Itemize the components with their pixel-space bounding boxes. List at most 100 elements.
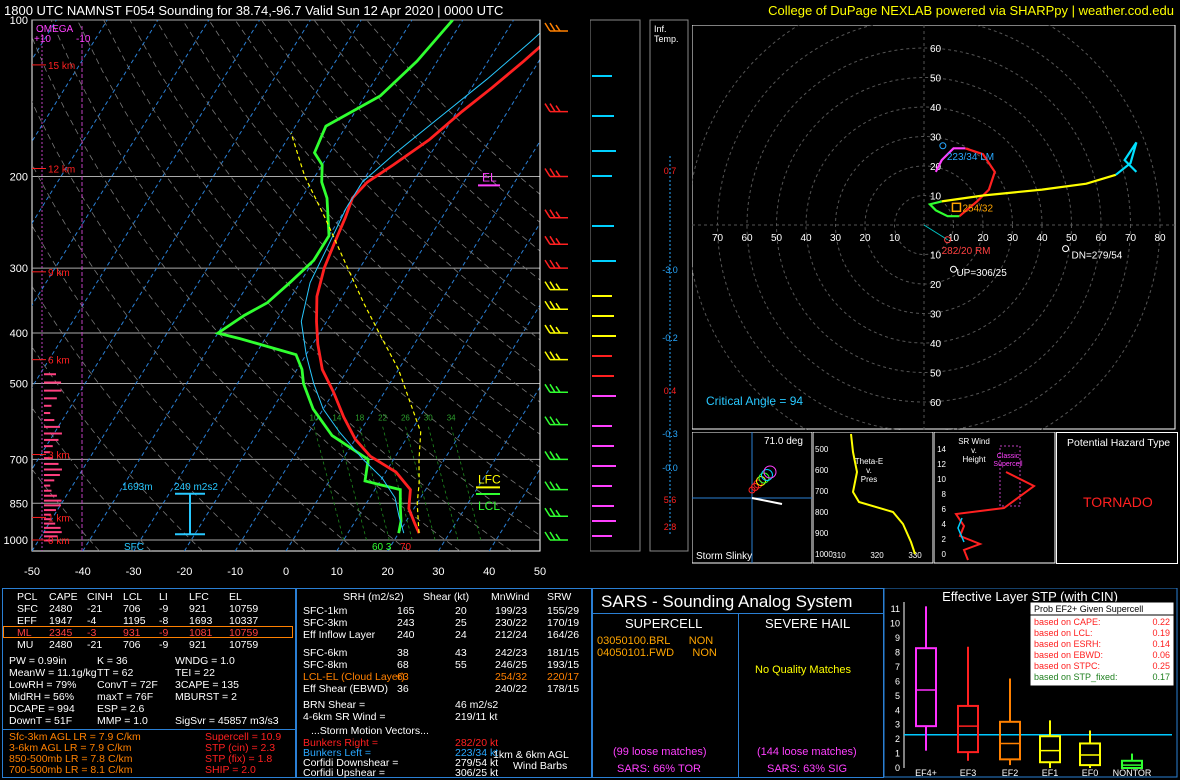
kine-meanwind: 240/22 <box>495 683 528 695</box>
index-value: MidRH = 56% <box>9 691 75 703</box>
height-label: 1 km <box>48 513 70 524</box>
barb-caption: Wind Barbs <box>513 760 568 772</box>
lapse-rate: 700-500mb LR = 8.1 C/km <box>9 764 133 776</box>
storm-motion-label: Bunkers Right = <box>303 737 378 749</box>
parcel-row: SFC <box>17 603 38 615</box>
stp-box <box>1039 735 1061 764</box>
index-value: K = 36 <box>97 655 128 667</box>
theta-x-tick: 310 <box>832 551 846 560</box>
wind-barb <box>555 211 561 219</box>
parcel-row: 10759 <box>229 603 259 615</box>
prob-title: Prob EF2+ Given Supercell <box>1034 604 1143 614</box>
mixing-ratio-label: 26 <box>401 414 410 423</box>
wind-barb <box>549 281 556 291</box>
prob-value: 0.25 <box>1152 661 1170 671</box>
isotherm-line <box>0 20 6 551</box>
parcel-header: EL <box>229 591 242 603</box>
omega-tick: -10 <box>76 34 91 45</box>
kine-meanwind: 199/23 <box>495 605 528 617</box>
kine-header: MnWind <box>491 591 530 603</box>
isotherm-line <box>32 20 210 307</box>
kine-srw: 220/17 <box>547 671 580 683</box>
wind-barb <box>555 533 561 541</box>
kine-srw: 181/15 <box>547 647 580 659</box>
theta-y-tick: 1000 <box>815 550 833 559</box>
wind-barb <box>549 22 556 32</box>
stp-y-tick: 7 <box>895 662 900 672</box>
index-value: MBURST = 2 <box>175 691 237 703</box>
parcel-header: LCL <box>123 591 143 603</box>
hodo-frame <box>692 25 1176 430</box>
supercell-loose: (99 loose matches) <box>613 746 707 758</box>
wind-barb <box>549 209 556 219</box>
parcel-row: 2480 <box>49 603 73 615</box>
kine-meanwind: 230/22 <box>495 617 528 629</box>
storm-motion-label: Bunkers Left = <box>303 747 371 759</box>
mixing-ratio-line <box>358 424 390 541</box>
kine-row-label: Eff Inflow Layer <box>303 629 376 641</box>
hodo-trace <box>1115 141 1138 176</box>
wind-barb <box>555 483 561 491</box>
theta-line <box>850 433 916 555</box>
srwind-frame <box>934 432 1056 564</box>
stp-category: NONTOR <box>1113 768 1152 778</box>
hodo-ring-label: 50 <box>930 74 942 85</box>
wind-barb <box>549 259 556 269</box>
brn-label: BRN Shear = <box>303 699 366 711</box>
stp-category: EF4+ <box>915 768 937 778</box>
parcel-row: 2480 <box>49 639 73 651</box>
wind-barb <box>549 451 556 460</box>
supercell-heading: SUPERCELL <box>625 616 703 631</box>
wind-barb <box>555 261 561 269</box>
hodo-ring-label: 30 <box>930 310 942 321</box>
wind-barb <box>549 531 556 541</box>
slinky-circle <box>751 483 759 491</box>
slinky-angle: 71.0 deg <box>764 436 803 447</box>
dry-adiabat <box>50 20 512 551</box>
index-value: LowRH = 79% <box>9 679 77 691</box>
sr-wind-panel: SR Wind v. Height 14 12 10 8 6 4 2 0 Classic Superce… <box>934 432 1056 564</box>
supercell-pct: SARS: 66% TOR <box>617 763 701 775</box>
barb-caption: 1km & 6km AGL <box>493 749 569 761</box>
wind-barb <box>555 302 561 310</box>
hodo-ring-label: 10 <box>930 192 942 203</box>
hodo-axis-label: 60 <box>741 233 753 244</box>
hodo-ring-label: 20 <box>930 162 942 173</box>
index-value: 3CAPE = 135 <box>175 679 239 691</box>
theta-frame <box>813 432 934 564</box>
parcel-row: ML <box>17 627 32 639</box>
height-label: 15 km <box>48 61 75 72</box>
parcel-row: 1947 <box>49 615 73 627</box>
hodo-mean-marker <box>951 202 962 213</box>
kine-row-label: LCL-EL (Cloud Layer) <box>303 671 405 683</box>
prob-label: based on LCL: <box>1034 628 1093 638</box>
stp-y-tick: 2 <box>895 734 900 744</box>
dry-adiabat <box>32 224 306 551</box>
stp-y-tick: 11 <box>891 604 900 614</box>
eff-inflow-height: 1693m <box>122 482 153 493</box>
storm-motion-value: 306/25 kt <box>455 767 499 779</box>
hodo-mean-label: 254/32 <box>962 203 993 214</box>
hodograph: 10 10 20 20 30 30 40 40 50 50 60 60 70 60 50 40 30 20 10 10… <box>692 25 1176 430</box>
stp-y-tick: 4 <box>895 705 900 715</box>
series-temperature <box>315 44 540 534</box>
stp-y-tick: 6 <box>895 676 900 686</box>
hodo-axis-label: 10 <box>948 233 960 244</box>
slinky-label: Storm Slinky <box>696 551 752 562</box>
isotherm-line <box>183 20 515 551</box>
hodo-axis-label: 70 <box>712 233 724 244</box>
wind-barb <box>549 324 556 334</box>
wind-barb <box>544 209 551 219</box>
height-label: 6 km <box>48 356 70 367</box>
slinky-circle <box>756 476 766 486</box>
series-parcel <box>290 132 422 534</box>
hodo-axis-label: 30 <box>1007 233 1019 244</box>
el-label: EL <box>482 170 497 184</box>
stp-category: EF0 <box>1082 768 1099 778</box>
hail-loose: (144 loose matches) <box>757 746 857 758</box>
inf-temp-value: 0.4 <box>664 386 677 396</box>
hodo-axis-label: 10 <box>889 233 901 244</box>
mixing-ratio-line <box>450 424 482 541</box>
lapse-rate: 3-6km AGL LR = 7.9 C/km <box>9 742 132 754</box>
omega-tick: +10 <box>34 34 51 45</box>
